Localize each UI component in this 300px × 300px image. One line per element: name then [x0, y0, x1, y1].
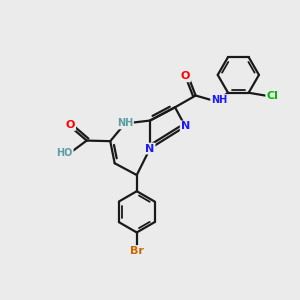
Text: Cl: Cl: [266, 91, 278, 101]
Text: O: O: [181, 71, 190, 81]
Text: O: O: [66, 120, 75, 130]
Text: N: N: [146, 143, 154, 154]
Text: Br: Br: [130, 246, 144, 256]
Text: NH: NH: [117, 118, 133, 128]
Text: HO: HO: [56, 148, 73, 158]
Text: N: N: [181, 122, 190, 131]
Text: NH: NH: [211, 95, 227, 105]
